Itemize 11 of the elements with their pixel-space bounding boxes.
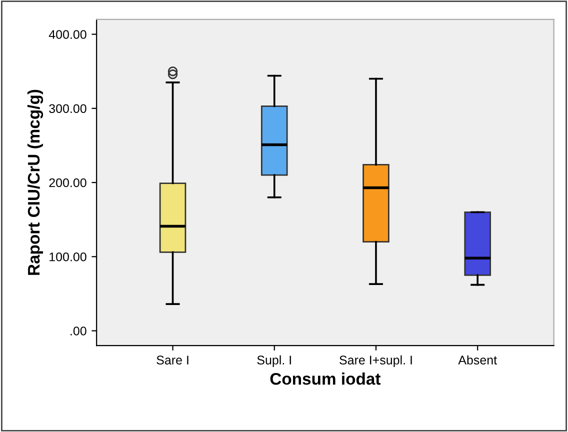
y-tick-label: 200.00 <box>49 178 86 188</box>
y-tick-label: 400.00 <box>48 30 86 39</box>
y-tick-label: .00 <box>70 326 86 336</box>
y-tick-label: 300.00 <box>49 104 86 114</box>
x-tick-label: Supl. I <box>257 355 291 367</box>
x-axis-title: Consum iodat <box>270 372 381 385</box>
x-tick-label: Absent <box>458 355 497 365</box>
x-tick-label: Sare I <box>156 356 188 365</box>
x-tick-label: Sare I+supl. I <box>340 355 412 367</box>
y-axis-title: Raport CIU/CrU (mcg/g) <box>27 90 44 275</box>
y-tick-label: 100.00 <box>50 252 86 262</box>
